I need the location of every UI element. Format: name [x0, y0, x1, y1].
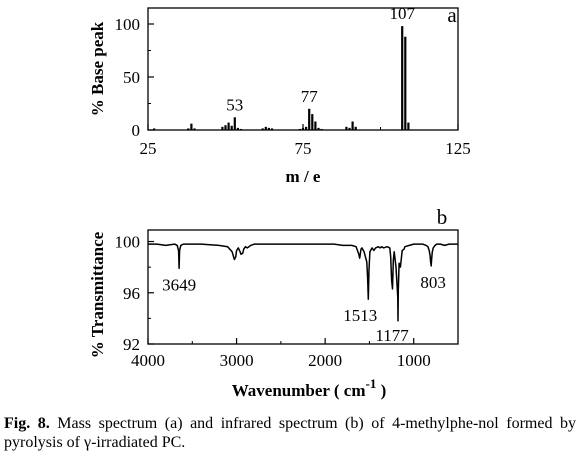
peak-label: 107: [389, 4, 415, 23]
mass-peak-bar: [261, 128, 264, 130]
band-label: 1177: [375, 326, 409, 345]
band-label: 803: [420, 273, 446, 292]
mass-peak-bar: [236, 127, 239, 130]
x-tick-label: 125: [445, 139, 471, 158]
mass-peak-bar: [404, 36, 407, 130]
panel-label-a: a: [447, 3, 457, 27]
mass-peak-bar: [187, 128, 190, 130]
caption-fig-ref: Fig. 8.: [4, 415, 50, 432]
figure-canvas: 25 75 125 0 50 100 53 77 107 m / e % Base peak a 400…: [88, 3, 471, 400]
mass-peak-bar: [305, 126, 308, 130]
panel-label-b: b: [437, 205, 448, 229]
mass-peak-bar: [298, 128, 301, 130]
mass-peak-bar: [267, 127, 270, 130]
y-tick-label: 50: [123, 68, 140, 87]
mass-peak-bar: [301, 127, 305, 130]
y-axis-title: % Transmittance: [88, 231, 107, 358]
mass-peak-bar: [398, 129, 401, 130]
mass-peak-bar: [264, 126, 267, 130]
mass-spectrum-chart: 25 75 125 0 50 100 53 77 107 m / e % Base peak a: [88, 3, 471, 186]
y-axis-title: % Base peak: [88, 21, 107, 116]
mass-peak-bar: [221, 126, 224, 130]
ir-spectrum-line: [148, 243, 458, 322]
ir-spectrum-frame: [147, 229, 459, 345]
mass-peak-bar: [270, 128, 274, 130]
x-axis-title-main: Wavenumber ( cm: [232, 381, 366, 400]
peak-label: 53: [226, 95, 243, 114]
x-tick-label: 25: [140, 139, 157, 158]
x-axis-title-superscript: -1: [366, 376, 377, 391]
mass-peak-bar: [233, 117, 236, 130]
y-tick-label: 96: [123, 284, 140, 303]
mass-peak-bar: [314, 121, 317, 130]
mass-peak-bar: [193, 128, 196, 130]
x-axis-title-end: ): [376, 381, 386, 400]
x-tick-label: 3000: [220, 351, 254, 370]
mass-peak-bar: [345, 126, 348, 130]
band-label: 3649: [162, 275, 196, 294]
band-label: 1513: [343, 306, 377, 325]
x-axis-title: m / e: [286, 167, 321, 186]
peak-label: 77: [301, 87, 319, 106]
y-tick-label: 100: [115, 233, 141, 252]
y-tick-label: 92: [123, 335, 140, 354]
mass-peak-bar: [190, 123, 193, 130]
mass-peak-bar: [401, 26, 404, 130]
caption-text: Mass spectrum (a) and infrared spectrum …: [4, 415, 576, 451]
mass-spectrum-frame: [147, 7, 459, 131]
x-tick-label: 1000: [397, 351, 431, 370]
x-tick-label: 2000: [308, 351, 342, 370]
mass-peak-bar: [224, 125, 227, 130]
mass-peak-bar: [320, 128, 323, 130]
x-axis-title: Wavenumber ( cm-1 ): [232, 376, 387, 400]
mass-peak-bar: [230, 125, 233, 130]
mass-peak-bar: [317, 127, 320, 130]
mass-peak-bar: [354, 126, 357, 130]
mass-peak-bar: [227, 122, 230, 130]
mass-peak-bar: [153, 128, 156, 130]
mass-peak-bar: [351, 121, 354, 130]
figure-caption: Fig. 8. Mass spectrum (a) and infrared s…: [4, 414, 576, 452]
y-tick-label: 0: [132, 121, 141, 140]
mass-peak-bar: [348, 127, 351, 130]
mass-peak-bar: [239, 128, 243, 130]
x-tick-label: 4000: [131, 351, 165, 370]
mass-peak-bar: [311, 114, 314, 130]
y-tick-label: 100: [115, 15, 141, 34]
x-tick-label: 75: [295, 139, 312, 158]
mass-peak-bar: [308, 108, 311, 130]
mass-peak-bar: [407, 122, 410, 130]
